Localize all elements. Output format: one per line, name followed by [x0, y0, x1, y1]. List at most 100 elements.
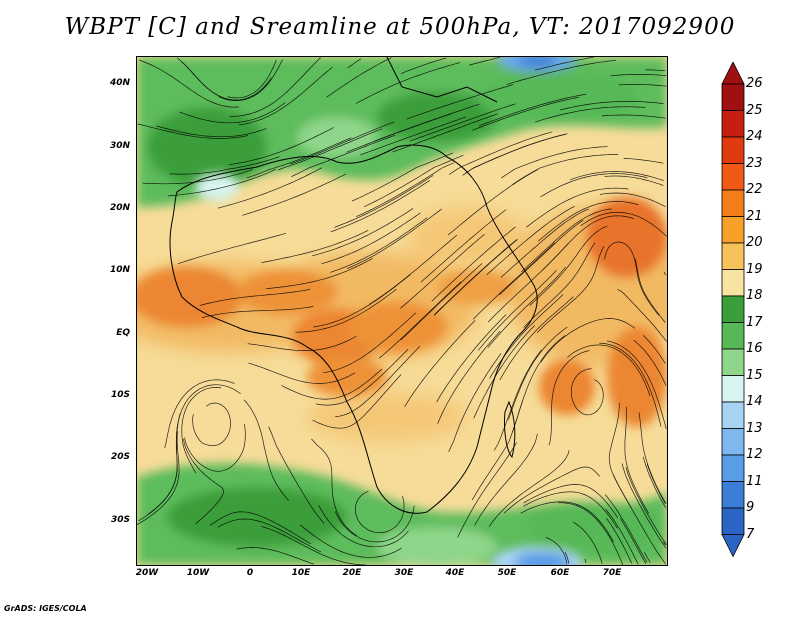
streamline	[242, 173, 347, 216]
streamline	[247, 335, 357, 351]
streamline	[363, 154, 464, 208]
colorbar-swatch	[721, 348, 745, 376]
streamline	[330, 217, 428, 273]
colorbar-swatch	[721, 242, 745, 270]
streamline	[487, 243, 569, 323]
streamline	[625, 467, 667, 545]
streamline	[580, 211, 667, 237]
streamline	[277, 128, 383, 171]
streamline	[663, 271, 667, 276]
streamline	[268, 426, 325, 524]
colorbar-swatch	[721, 189, 745, 217]
colorbar-label: 7	[746, 526, 755, 542]
streamline	[472, 242, 556, 320]
lon-label: 10W	[186, 568, 210, 578]
colorbar-label: 20	[746, 235, 763, 250]
streamline	[500, 208, 590, 278]
streamline	[503, 466, 601, 514]
streamline	[605, 517, 633, 564]
colorbar-label: 25	[746, 102, 763, 118]
streamline	[409, 103, 516, 142]
map-panel	[136, 56, 668, 566]
streamline	[584, 558, 587, 563]
streamline	[642, 456, 667, 509]
streamline	[472, 96, 580, 131]
streamline	[560, 101, 664, 111]
colorbar-label: 16	[746, 341, 763, 356]
streamline	[601, 114, 666, 119]
colorbar-swatch	[721, 216, 745, 244]
colorbar-label: 14	[746, 394, 763, 409]
streamline	[311, 438, 358, 536]
streamline	[217, 518, 321, 553]
streamline	[529, 225, 608, 306]
streamline	[261, 526, 366, 565]
streamline	[538, 201, 639, 242]
lat-label: 10N	[109, 265, 130, 275]
streamline	[265, 257, 373, 290]
colorbar-label: 11	[746, 473, 763, 489]
streamline	[621, 463, 667, 549]
colorbar-label: 23	[746, 155, 763, 171]
lat-label: 20N	[109, 203, 130, 213]
wbpt-streamline-map	[137, 57, 667, 565]
streamline	[604, 494, 648, 563]
streamline	[347, 58, 361, 69]
streamline	[360, 116, 466, 156]
streamline	[400, 234, 485, 309]
streamline	[238, 66, 333, 126]
streamline	[599, 342, 662, 427]
streamline	[335, 345, 421, 417]
colorbar-label: 19	[746, 261, 763, 277]
streamline	[184, 424, 246, 472]
lon-label: 0	[246, 568, 254, 578]
streamline	[181, 387, 222, 474]
streamline	[318, 505, 409, 548]
streamline	[436, 314, 507, 403]
colorbar-label: 18	[746, 288, 763, 303]
streamline	[312, 374, 402, 429]
colorbar	[721, 62, 745, 558]
colorbar-label: 17	[746, 314, 763, 330]
streamline	[330, 180, 431, 233]
streamline	[617, 289, 667, 342]
streamline	[662, 541, 666, 546]
streamline	[281, 368, 383, 400]
streamline	[243, 399, 289, 502]
streamline	[638, 412, 667, 504]
streamline	[642, 335, 666, 364]
streamline	[434, 238, 518, 315]
streamline	[312, 208, 414, 257]
lat-label: 30S	[110, 515, 130, 525]
streamline	[227, 59, 277, 99]
streamline	[261, 229, 369, 264]
streamline	[420, 209, 507, 283]
streamline	[569, 171, 664, 181]
streamline	[512, 335, 566, 433]
colorbar-arrow-top	[721, 62, 745, 85]
colorbar-label: 9	[746, 500, 755, 515]
streamline	[355, 162, 455, 218]
streamlines	[137, 57, 667, 565]
streamline	[202, 306, 314, 318]
streamline	[209, 511, 312, 545]
streamline	[536, 246, 605, 334]
credit-text: GrADS: IGES/COLA	[4, 604, 87, 613]
streamline	[633, 339, 667, 386]
streamline	[463, 133, 568, 175]
streamline	[610, 74, 667, 77]
streamline	[540, 173, 648, 198]
streamline	[570, 368, 604, 416]
streamline	[572, 521, 603, 564]
streamline	[523, 242, 596, 328]
streamline	[540, 318, 636, 363]
colorbar-label: 22	[746, 182, 763, 197]
colorbar-label: 15	[746, 367, 763, 383]
colorbar-swatch	[721, 375, 745, 403]
streamline	[604, 175, 664, 186]
field-blue-north	[195, 57, 577, 201]
lat-label: 40N	[109, 78, 130, 88]
coastlines	[169, 57, 538, 514]
lon-label: 60E	[550, 568, 570, 578]
streamline	[469, 57, 501, 66]
